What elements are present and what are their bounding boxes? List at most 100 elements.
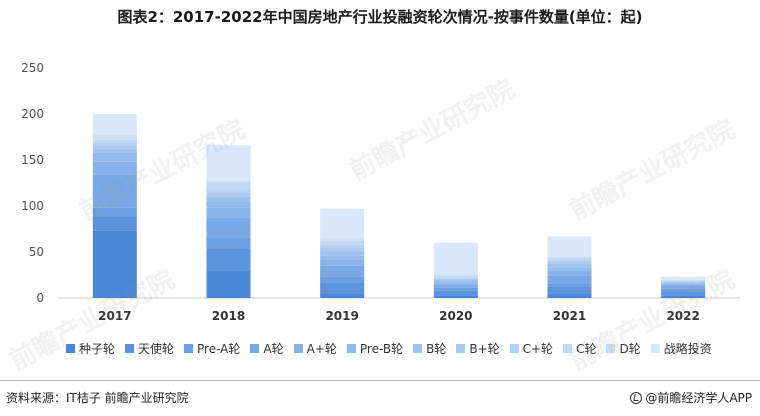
- source-note: 资料来源：IT桔子 前瞻产业研究院: [6, 391, 189, 405]
- bar-segment: [206, 201, 251, 208]
- legend-item: C+轮: [509, 340, 554, 357]
- bar-segment: [661, 283, 706, 285]
- legend-label: C轮: [576, 342, 597, 356]
- bar-segment: [661, 282, 706, 284]
- footer-divider: [0, 380, 760, 381]
- legend-swatch: [563, 344, 573, 353]
- bar-segment: [92, 114, 137, 135]
- x-tick-label: 2021: [553, 309, 586, 323]
- bar-segment: [92, 207, 137, 217]
- bar-segment: [320, 255, 365, 260]
- bar-segment: [206, 192, 251, 197]
- bar-segment: [433, 275, 478, 278]
- bar-segment: [206, 248, 251, 271]
- bar-segment: [92, 148, 137, 153]
- legend-swatch: [293, 344, 303, 353]
- bar-segment: [92, 152, 137, 162]
- legend-item: 种子轮: [66, 340, 115, 357]
- bar-segment: [661, 280, 706, 282]
- bar-segment: [547, 263, 592, 268]
- bar-segment: [661, 281, 706, 283]
- bar-segment: [206, 189, 251, 193]
- legend-label: 天使轮: [138, 342, 175, 356]
- bar-segment: [547, 286, 592, 294]
- legend-item: B+轮: [456, 340, 500, 357]
- chart-title: 图表2：2017-2022年中国房地产行业投融资轮次情况-按事件数量(单位：起): [117, 8, 643, 26]
- bar-segment: [206, 237, 251, 249]
- bar-segment: [661, 288, 706, 292]
- legend-item: 战略投资: [650, 340, 712, 357]
- bar-segment: [320, 259, 365, 266]
- legend-label: Pre-B轮: [359, 342, 404, 356]
- bar-segment: [433, 278, 478, 280]
- y-tick-label: 50: [29, 245, 44, 259]
- legend-item: Pre-A轮: [184, 340, 240, 357]
- bar-segment: [92, 161, 137, 175]
- bar-segment: [92, 216, 137, 231]
- legend-swatch: [509, 344, 519, 353]
- legend-label: 战略投资: [663, 342, 712, 356]
- bar-segment: [92, 145, 137, 149]
- y-tick-label: 150: [21, 153, 44, 167]
- legend-swatch: [125, 344, 135, 353]
- legend-item: B轮: [413, 340, 446, 357]
- x-tick-label: 2017: [98, 309, 131, 323]
- bar-segment: [433, 242, 478, 275]
- bar-segment: [92, 230, 137, 298]
- legend-swatch: [184, 344, 194, 353]
- legend-swatch: [606, 344, 616, 353]
- bar-segment: [92, 139, 137, 143]
- bar-segment: [661, 279, 706, 281]
- bar-chart: 0 50 100 150 200 250 2017 2018 2019 2020 2021 2022: [21, 61, 740, 323]
- bar-segment: [433, 279, 478, 282]
- bar-segment: [320, 265, 365, 277]
- bar-segment: [206, 180, 251, 183]
- bar-segment: [661, 284, 706, 287]
- legend-label: B轮: [426, 342, 447, 356]
- y-tick-label: 0: [36, 291, 44, 305]
- bar-segment: [320, 251, 365, 256]
- bar-segment: [433, 277, 478, 279]
- legend-item: A+轮: [293, 340, 337, 357]
- bar-segment: [547, 256, 592, 258]
- bar-segment: [547, 267, 592, 271]
- x-tick-label: 2022: [666, 309, 699, 323]
- x-tick-label: 2019: [325, 309, 358, 323]
- brand-logo-icon: [630, 391, 643, 404]
- legend-swatch: [250, 344, 260, 353]
- legend-label: C+轮: [522, 342, 554, 356]
- bar-segment: [206, 196, 251, 202]
- bar-segment: [320, 293, 365, 298]
- bar-segment: [547, 270, 592, 276]
- bar-segment: [433, 290, 478, 296]
- bar-segment: [547, 261, 592, 264]
- y-tick-label: 250: [21, 61, 44, 75]
- bar-segment: [433, 283, 478, 286]
- bar-segment: [206, 145, 251, 181]
- legend-label: D轮: [619, 342, 641, 356]
- x-tick-label: 2018: [212, 309, 245, 323]
- legend-swatch: [346, 344, 356, 353]
- bar-segment: [433, 287, 478, 291]
- legend-label: A+轮: [306, 342, 337, 356]
- bar-segment: [92, 142, 137, 146]
- chart-legend: 种子轮 天使轮 Pre-A轮 A轮 A+轮 Pre-B轮 B轮 B+轮 C+轮 C轮 D轮 战略投资: [66, 340, 756, 357]
- bar-segment: [320, 276, 365, 283]
- bar-segment: [547, 259, 592, 262]
- legend-label: 种子轮: [79, 342, 116, 356]
- legend-label: Pre-A轮: [197, 342, 241, 356]
- bar-segment: [320, 238, 365, 241]
- legend-swatch: [413, 344, 423, 353]
- bar-segment: [433, 274, 478, 276]
- legend-item: D轮: [606, 340, 641, 357]
- legend-item: A轮: [250, 340, 284, 357]
- bar-segment: [206, 183, 251, 190]
- bar-segment: [661, 286, 706, 289]
- bar-segment: [661, 291, 706, 296]
- bar-segment: [433, 295, 478, 298]
- brand-credit: @前瞻经济学人APP: [630, 389, 752, 406]
- legend-item: 天使轮: [125, 340, 174, 357]
- y-tick-label: 100: [21, 199, 44, 213]
- bar-segment: [661, 295, 706, 298]
- bar-segment: [547, 293, 592, 298]
